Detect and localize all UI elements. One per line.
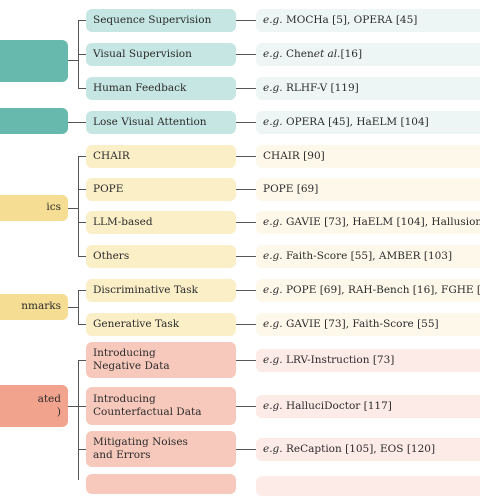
connector	[78, 290, 79, 324]
node-visual-supervision: Visual Supervision	[86, 43, 236, 66]
node-discriminative-task: Discriminative Task	[86, 279, 236, 302]
connector	[236, 222, 256, 223]
connector	[78, 360, 86, 361]
connector	[236, 449, 256, 450]
example-llm-based: e.g. GAVIE [73], HaELM [104], HallusionB…	[256, 211, 480, 234]
example-lose-visual-attention: e.g. OPERA [45], HaELM [104]	[256, 111, 480, 134]
example-visual-supervision: e.g. Chen et al. [16]	[256, 43, 480, 66]
connector	[236, 406, 256, 407]
connector	[236, 122, 256, 123]
connector	[78, 156, 86, 157]
example-pope: POPE [69]	[256, 178, 480, 201]
example-partial-bottom	[256, 476, 480, 496]
example-chair: CHAIR [90]	[256, 145, 480, 168]
connector	[78, 324, 86, 325]
node-chair: CHAIR	[86, 145, 236, 168]
connector	[78, 449, 86, 450]
connector	[68, 60, 78, 61]
node-generative-task: Generative Task	[86, 313, 236, 336]
example-sequence-supervision: e.g. MOCHa [5], OPERA [45]	[256, 9, 480, 32]
connector	[236, 360, 256, 361]
node-mitigating-noises-errors: Mitigating Noises and Errors	[86, 431, 236, 467]
group-box-3: ics	[0, 195, 68, 221]
node-human-feedback: Human Feedback	[86, 77, 236, 100]
group-label-5: ated	[37, 392, 61, 405]
node-others: Others	[86, 245, 236, 268]
node-llm-based: LLM-based	[86, 211, 236, 234]
group-box-1	[0, 40, 68, 82]
example-generative-task: e.g. GAVIE [73], Faith-Score [55]	[256, 313, 480, 336]
connector	[68, 208, 78, 209]
connector	[78, 156, 79, 256]
connector	[78, 290, 86, 291]
connector	[78, 222, 86, 223]
connector	[78, 54, 86, 55]
node-introducing-negative-data: Introducing Negative Data	[86, 342, 236, 378]
example-counterfactual-data: e.g. HalluciDoctor [117]	[256, 395, 480, 418]
example-noises-errors: e.g. ReCaption [105], EOS [120]	[256, 438, 480, 461]
group-box-4: nmarks	[0, 294, 68, 320]
connector	[78, 256, 86, 257]
example-human-feedback: e.g. RLHF-V [119]	[256, 77, 480, 100]
connector	[236, 290, 256, 291]
connector	[78, 20, 86, 21]
connector	[78, 360, 79, 480]
connector	[78, 189, 86, 190]
connector	[236, 156, 256, 157]
connector	[236, 20, 256, 21]
example-negative-data: e.g. LRV-Instruction [73]	[256, 349, 480, 372]
group-label-3: ics	[46, 201, 61, 214]
connector	[78, 406, 86, 407]
connector	[68, 406, 78, 407]
connector	[68, 122, 86, 123]
group-label-5b: )	[56, 406, 61, 418]
node-partial-bottom	[86, 474, 236, 494]
connector	[236, 189, 256, 190]
group-box-2	[0, 108, 68, 134]
connector	[236, 88, 256, 89]
connector	[236, 324, 256, 325]
connector	[68, 307, 78, 308]
node-lose-visual-attention: Lose Visual Attention	[86, 111, 236, 134]
node-sequence-supervision: Sequence Supervision	[86, 9, 236, 32]
example-discriminative-task: e.g. POPE [69], RAH-Bench [16], FGHE [10…	[256, 279, 480, 302]
example-others: e.g. Faith-Score [55], AMBER [103]	[256, 245, 480, 268]
connector	[236, 54, 256, 55]
connector	[78, 88, 86, 89]
node-pope: POPE	[86, 178, 236, 201]
group-label-4: nmarks	[21, 300, 61, 313]
connector	[236, 256, 256, 257]
node-introducing-counterfactual-data: Introducing Counterfactual Data	[86, 387, 236, 425]
group-box-5: ated )	[0, 385, 68, 427]
